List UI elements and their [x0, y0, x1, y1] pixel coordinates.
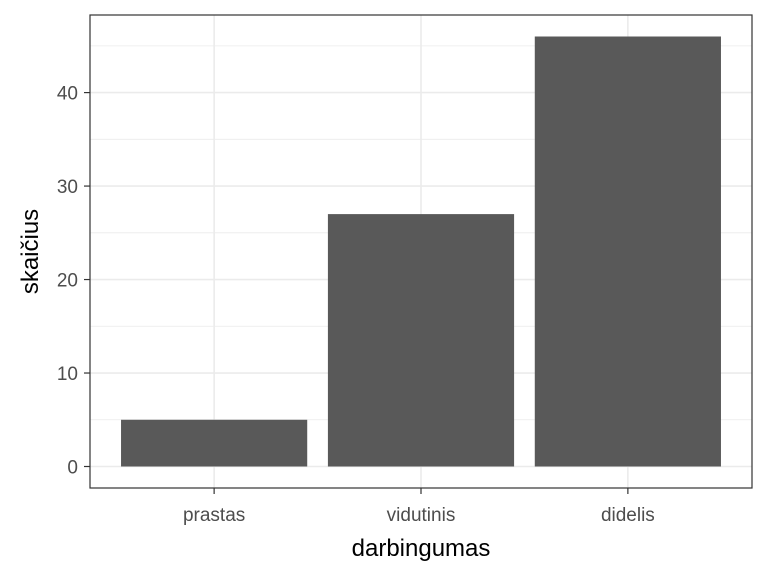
x-axis-title: darbingumas: [352, 535, 491, 562]
x-tick-label: prastas: [183, 505, 245, 526]
bar-didelis: [534, 36, 721, 467]
y-tick-label: 30: [57, 177, 78, 198]
y-tick-label: 40: [57, 84, 78, 105]
x-axis-ticks: prastas vidutinis didelis: [183, 488, 655, 526]
x-tick-label: vidutinis: [387, 505, 456, 526]
bars: [121, 36, 721, 467]
x-tick-label: didelis: [601, 505, 655, 526]
y-axis-title: skaičius: [17, 209, 44, 294]
bar-prastas: [121, 419, 308, 467]
y-tick-label: 20: [57, 271, 78, 292]
bar-vidutinis: [327, 214, 515, 467]
y-tick-label: 10: [57, 364, 78, 385]
y-tick-label: 0: [67, 458, 78, 479]
y-axis-ticks: 0 10 20 30 40: [57, 84, 90, 479]
